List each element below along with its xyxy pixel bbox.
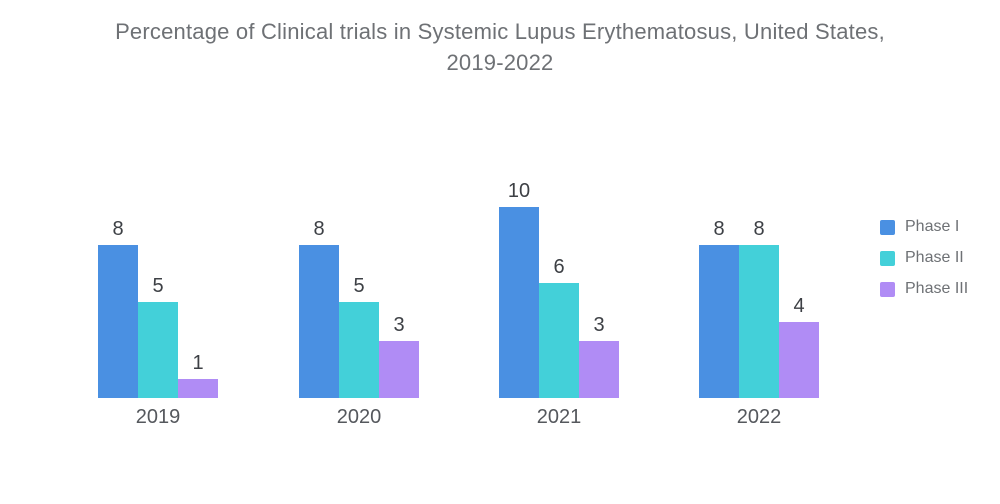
bar-phase-i-2020 <box>299 245 339 398</box>
value-label-phase-i-2022: 8 <box>713 218 725 240</box>
legend-swatch-icon-phase-ii <box>880 250 895 266</box>
bar-phase-ii-2021 <box>539 283 579 398</box>
value-label-phase-iii-2019: 1 <box>192 352 204 374</box>
legend-swatch-icon-phase-iii <box>880 281 895 297</box>
legend-swatch-icon-phase-i <box>880 219 895 235</box>
legend-label-phase-i: Phase I <box>905 218 960 235</box>
value-label-phase-ii-2019: 5 <box>152 275 164 297</box>
value-label-phase-i-2021: 10 <box>507 180 531 202</box>
legend: Phase I Phase II Phase III <box>880 218 968 298</box>
bar-phase-ii-2020 <box>339 302 379 398</box>
chart-title: Percentage of Clinical trials in Systemi… <box>115 19 885 76</box>
value-label-phase-iii-2020: 3 <box>393 314 405 336</box>
value-label-phase-ii-2021: 6 <box>553 256 565 278</box>
bar-phase-i-2021 <box>499 207 539 398</box>
x-axis-label-2022: 2022 <box>736 406 782 428</box>
bar-phase-i-2022 <box>699 245 739 398</box>
legend-item-phase-iii: Phase III <box>880 280 968 298</box>
x-axis-label-2021: 2021 <box>536 406 582 428</box>
value-label-phase-ii-2020: 5 <box>353 275 365 297</box>
legend-label-phase-iii: Phase III <box>905 280 969 297</box>
bar-phase-ii-2022 <box>739 245 779 398</box>
bar-phase-ii-2019 <box>138 302 178 398</box>
legend-item-phase-i: Phase I <box>880 218 968 236</box>
value-label-phase-iii-2021: 3 <box>593 314 605 336</box>
legend-label-phase-ii: Phase II <box>905 249 964 266</box>
x-axis-label-2020: 2020 <box>336 406 382 428</box>
value-label-phase-iii-2022: 4 <box>793 295 805 317</box>
value-label-phase-ii-2022: 8 <box>753 218 765 240</box>
value-label-phase-i-2019: 8 <box>112 218 124 240</box>
bar-phase-i-2019 <box>98 245 138 398</box>
legend-item-phase-ii: Phase II <box>880 249 968 267</box>
x-axis-label-2019: 2019 <box>135 406 181 428</box>
bar-phase-iii-2019 <box>178 379 218 398</box>
value-label-phase-i-2020: 8 <box>313 218 325 240</box>
bar-phase-iii-2020 <box>379 341 419 398</box>
bar-phase-iii-2021 <box>579 341 619 398</box>
bar-phase-iii-2022 <box>779 322 819 398</box>
